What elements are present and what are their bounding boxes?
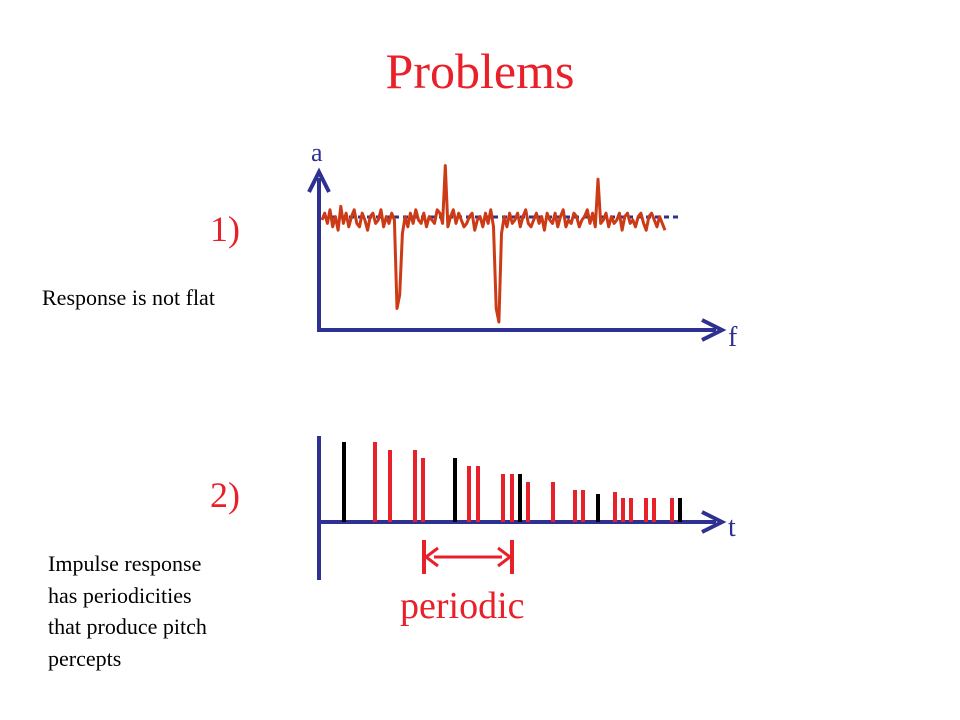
caption-line: that produce pitch — [48, 614, 207, 639]
periodic-annotation: periodic — [400, 585, 525, 627]
panel1-number: 1) — [210, 209, 240, 249]
y-axis-label-a: a — [311, 138, 323, 167]
x-axis-t-arrowhead — [701, 510, 727, 534]
x-axis-f-arrowhead — [701, 318, 727, 342]
x-axis-label-t: t — [728, 512, 736, 543]
caption-line: Impulse response — [48, 551, 202, 576]
period-arrowhead-right — [497, 546, 513, 568]
caption-line: percepts — [48, 645, 122, 671]
period-arrowhead-left — [423, 546, 439, 568]
frequency-response-line — [320, 164, 667, 324]
page-title: Problems — [385, 43, 575, 99]
caption-line: has periodicities — [48, 582, 192, 608]
panel2-number: 2) — [210, 475, 240, 515]
panel2-caption: Impulse response has periodicities that … — [48, 548, 288, 674]
panel1-caption: Response is not flat — [42, 285, 215, 310]
y-axis-arrowhead — [307, 167, 331, 193]
impulse-train — [342, 442, 682, 522]
x-axis-label-f: f — [728, 322, 738, 353]
